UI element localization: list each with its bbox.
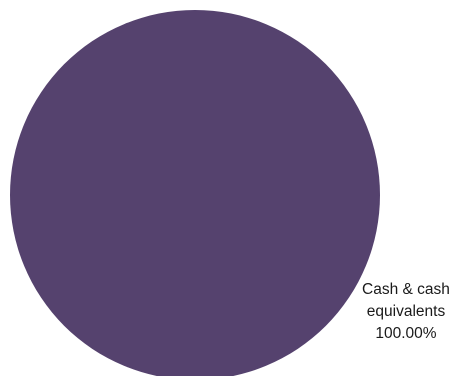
pie-slice-cash-and-cash-equivalents xyxy=(10,10,380,376)
slice-label-line-2: equivalents xyxy=(366,303,446,320)
slice-label-cash-and-cash-equivalents: Cash & cash equivalents 100.00% xyxy=(352,279,460,345)
slice-label-line-1: Cash & cash xyxy=(362,281,450,298)
slice-value-label: 100.00% xyxy=(375,325,437,342)
pie-slices xyxy=(10,10,380,376)
